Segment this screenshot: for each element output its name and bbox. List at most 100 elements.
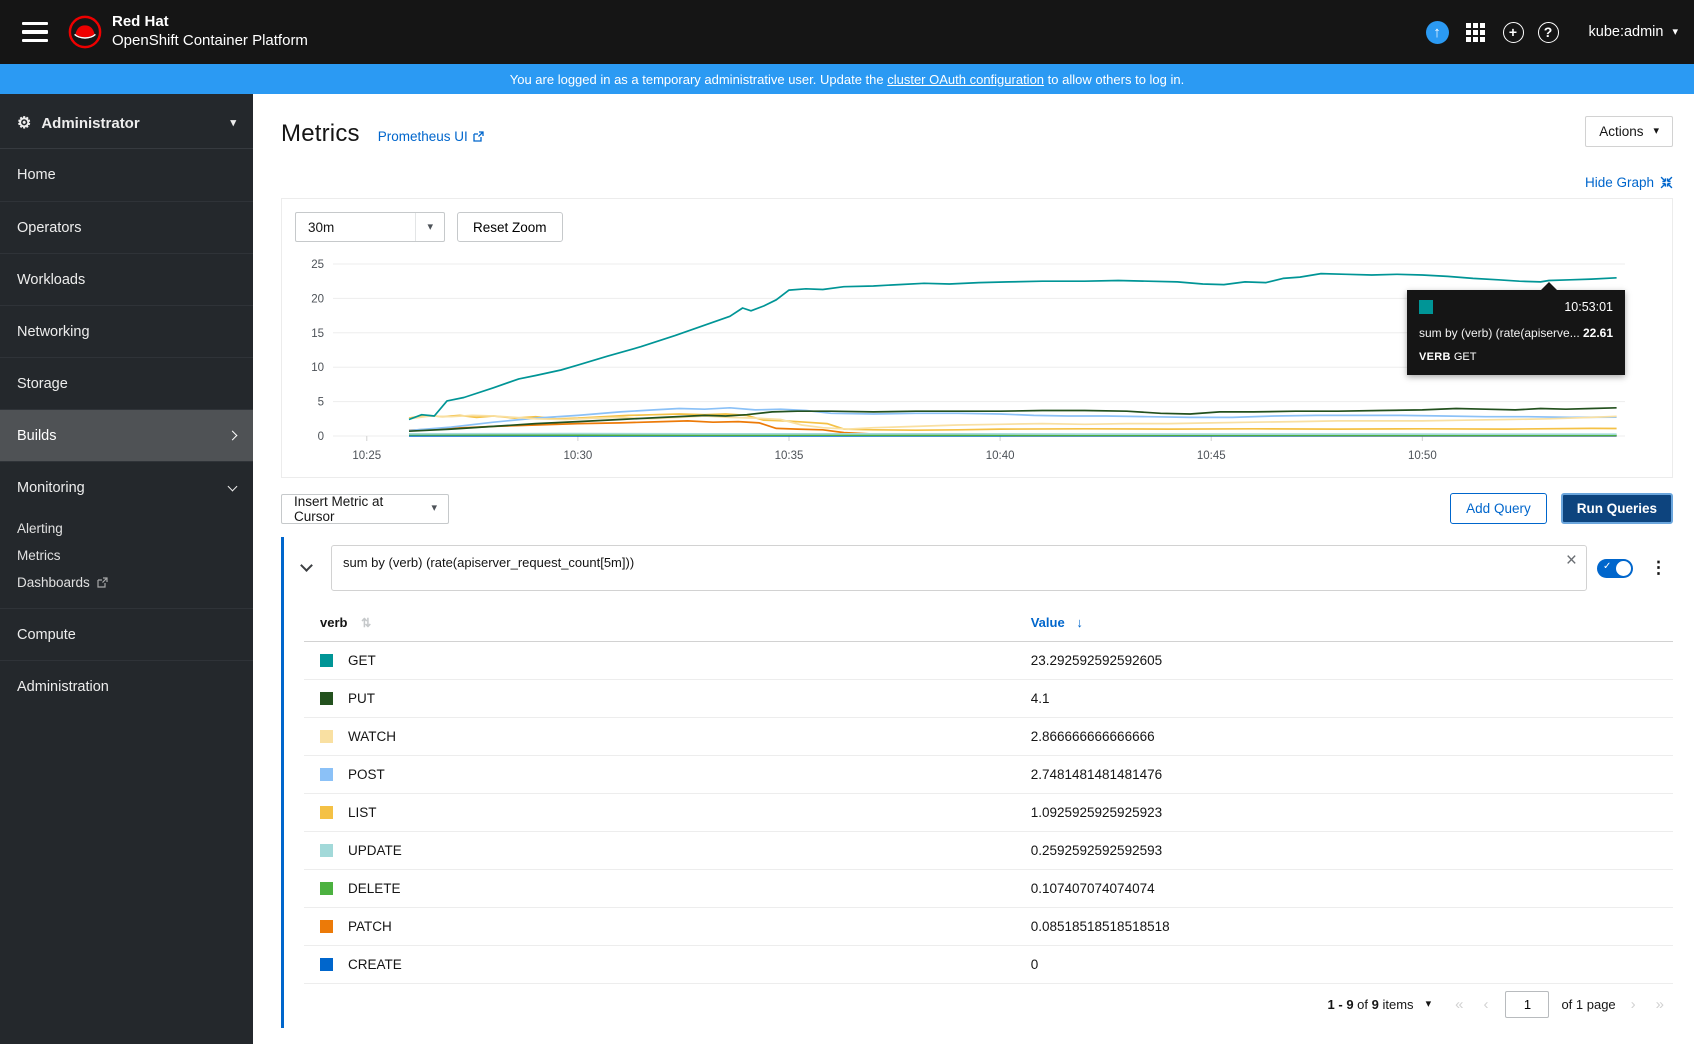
hide-graph-link[interactable]: Hide Graph xyxy=(1585,175,1673,190)
current-page-input[interactable] xyxy=(1505,991,1550,1018)
series-color-swatch xyxy=(320,806,333,819)
pagination-summary-dropdown[interactable]: 1 - 9 of 9 items ▾ xyxy=(1327,997,1432,1012)
close-icon[interactable]: × xyxy=(1565,550,1577,571)
value-cell: 0.107407074074074 xyxy=(1022,869,1673,908)
value-cell: 4.1 xyxy=(1022,679,1673,718)
query-section: sum by (verb) (rate(apiserver_request_co… xyxy=(281,537,1673,1028)
chevron-right-icon xyxy=(227,430,238,441)
sidebar-item-networking[interactable]: Networking xyxy=(0,305,253,357)
help-icon[interactable]: ? xyxy=(1537,21,1559,43)
svg-text:10: 10 xyxy=(311,362,324,374)
query-input[interactable]: sum by (verb) (rate(apiserver_request_co… xyxy=(331,545,1587,591)
verb-cell: WATCH xyxy=(348,729,396,744)
external-link-icon xyxy=(473,131,484,142)
timespan-select[interactable]: 30m ▾ xyxy=(295,212,445,242)
metrics-chart[interactable]: 0 5 10 15 20 25 10:25 10:30 10:35 10:40 10:45 10:50… xyxy=(295,252,1659,471)
sidebar-item-storage[interactable]: Storage xyxy=(0,357,253,409)
kebab-menu-icon[interactable]: ⋮ xyxy=(1650,558,1667,577)
sidebar-item-label: Storage xyxy=(17,375,68,392)
login-notice-banner: You are logged in as a temporary adminis… xyxy=(0,64,1694,94)
page-of-label: of 1 page xyxy=(1561,997,1616,1012)
svg-text:10:30: 10:30 xyxy=(563,450,592,462)
app-launcher-icon[interactable] xyxy=(1463,19,1489,45)
brand-line1: Red Hat xyxy=(112,13,169,31)
query-results-table: verb ⇅ Value ↓ GET 23.292592592592605 PUT 4… xyxy=(304,603,1673,984)
hamburger-menu-icon[interactable] xyxy=(22,22,48,42)
series-color-swatch xyxy=(320,920,333,933)
sidebar-item-alerting[interactable]: Alerting xyxy=(17,521,63,536)
verb-cell: CREATE xyxy=(348,957,402,972)
tooltip-time: 10:53:01 xyxy=(1564,300,1613,315)
column-header-value[interactable]: Value ↓ xyxy=(1022,603,1673,642)
sidebar-item-workloads[interactable]: Workloads xyxy=(0,253,253,305)
column-header-verb[interactable]: verb ⇅ xyxy=(304,603,1023,642)
chevron-down-icon: ▾ xyxy=(1672,25,1678,38)
sidebar-item-monitoring[interactable]: Monitoring xyxy=(0,461,253,513)
sidebar-item-metrics[interactable]: Metrics xyxy=(17,548,61,563)
prometheus-ui-link[interactable]: Prometheus UI xyxy=(378,129,484,144)
verb-cell: DELETE xyxy=(348,881,401,896)
verb-cell: UPDATE xyxy=(348,843,402,858)
query-enabled-toggle[interactable]: ✓ xyxy=(1597,558,1633,578)
sidebar-item-label: Administration xyxy=(17,678,109,695)
user-menu[interactable]: kube:admin ▾ xyxy=(1589,24,1679,40)
sidebar-item-builds[interactable]: Builds xyxy=(0,409,253,461)
table-row: GET 23.292592592592605 xyxy=(304,641,1673,680)
chevron-down-icon xyxy=(227,481,238,491)
svg-text:10:35: 10:35 xyxy=(775,450,804,462)
sidebar: ⚙ Administrator ▾ Home Operators Workloads… xyxy=(0,94,253,1044)
series-color-swatch xyxy=(320,958,333,971)
query-expand-toggle[interactable] xyxy=(291,545,321,589)
tooltip-meta-value: GET xyxy=(1453,351,1477,364)
check-icon: ✓ xyxy=(1603,561,1612,572)
gear-icon: ⚙ xyxy=(17,115,32,132)
value-cell: 2.7481481481481476 xyxy=(1022,755,1673,794)
tooltip-series-swatch xyxy=(1419,300,1433,315)
pagination-range: 1 - 9 xyxy=(1327,997,1354,1012)
sidebar-item-compute[interactable]: Compute xyxy=(0,608,253,660)
sidebar-item-dashboards[interactable]: Dashboards xyxy=(0,569,253,596)
banner-text-before: You are logged in as a temporary adminis… xyxy=(509,71,888,87)
brand-text: Red Hat OpenShift Container Platform xyxy=(112,13,308,51)
verb-cell: PUT xyxy=(348,691,375,706)
perspective-label: Administrator xyxy=(41,114,140,132)
sidebar-item-label: Builds xyxy=(17,427,57,444)
run-queries-button[interactable]: Run Queries xyxy=(1560,493,1673,524)
svg-text:10:25: 10:25 xyxy=(352,450,381,462)
reset-zoom-button[interactable]: Reset Zoom xyxy=(457,212,563,242)
next-page-button[interactable]: › xyxy=(1630,996,1636,1013)
table-row: LIST 1.0925925925925923 xyxy=(304,793,1673,832)
sidebar-item-operators[interactable]: Operators xyxy=(0,201,253,253)
chevron-down-icon: ▾ xyxy=(427,220,433,233)
value-cell: 23.292592592592605 xyxy=(1022,641,1673,680)
oauth-config-link[interactable]: cluster OAuth configuration xyxy=(887,71,1045,87)
brand: Red Hat OpenShift Container Platform xyxy=(68,13,308,51)
series-color-swatch xyxy=(320,692,333,705)
table-row: UPDATE 0.2592592592592593 xyxy=(304,831,1673,870)
query-text: sum by (verb) (rate(apiserver_request_co… xyxy=(343,555,635,570)
insert-metric-dropdown[interactable]: Insert Metric at Cursor ▾ xyxy=(281,493,449,524)
tooltip-meta-label: VERB xyxy=(1419,351,1451,364)
masthead-toolbar: ↑ + ? kube:admin ▾ xyxy=(1425,19,1679,45)
main-content: Metrics Prometheus UI Actions ▾ Hide Gra… xyxy=(253,94,1694,1044)
masthead: Red Hat OpenShift Container Platform ↑ +… xyxy=(0,0,1694,64)
add-icon[interactable]: + xyxy=(1502,21,1524,43)
perspective-switcher[interactable]: ⚙ Administrator ▾ xyxy=(0,94,253,149)
sidebar-item-home[interactable]: Home xyxy=(0,149,253,201)
banner-text-after: to allow others to log in. xyxy=(1044,71,1185,87)
series-color-swatch xyxy=(320,882,333,895)
table-row: PATCH 0.08518518518518518 xyxy=(304,907,1673,946)
table-row: DELETE 0.107407074074074 xyxy=(304,869,1673,908)
sidebar-subnav: Alerting Metrics Dashboards xyxy=(0,513,253,608)
previous-page-button[interactable]: ‹ xyxy=(1483,996,1489,1013)
chevron-down-icon: ▾ xyxy=(1653,125,1659,137)
compress-icon xyxy=(1660,176,1673,189)
first-page-button[interactable]: « xyxy=(1455,996,1464,1013)
cluster-update-icon[interactable]: ↑ xyxy=(1425,20,1449,44)
last-page-button[interactable]: » xyxy=(1655,996,1664,1013)
add-query-button[interactable]: Add Query xyxy=(1450,493,1547,524)
chevron-down-icon: ▾ xyxy=(230,116,236,129)
sidebar-item-administration[interactable]: Administration xyxy=(0,660,253,712)
actions-dropdown[interactable]: Actions ▾ xyxy=(1585,116,1673,147)
brand-line2: OpenShift Container Platform xyxy=(112,32,308,49)
